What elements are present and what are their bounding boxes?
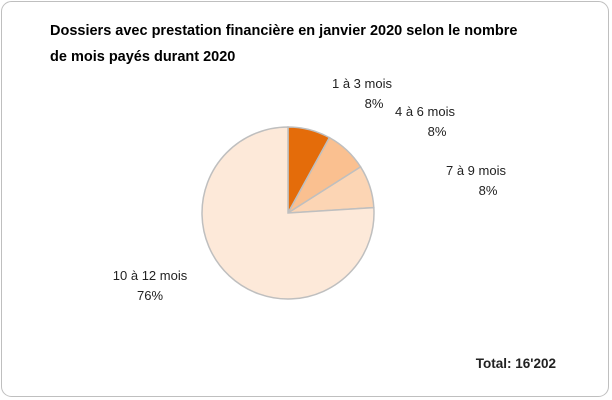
- slice-value-label: 8%: [479, 183, 498, 198]
- slice-label: 4 à 6 mois: [395, 104, 455, 119]
- chart-title: Dossiers avec prestation financière en j…: [50, 23, 518, 65]
- slice-label: 7 à 9 mois: [446, 163, 506, 178]
- slice-value-label: 8%: [365, 96, 384, 111]
- total-annotation: Total: 16'202: [476, 356, 556, 371]
- slice-label: 10 à 12 mois: [113, 268, 188, 283]
- slice-value-label: 8%: [428, 124, 447, 139]
- slice-label: 1 à 3 mois: [332, 76, 392, 91]
- pie-slice: [201, 126, 375, 300]
- slice-value-label: 76%: [137, 288, 163, 303]
